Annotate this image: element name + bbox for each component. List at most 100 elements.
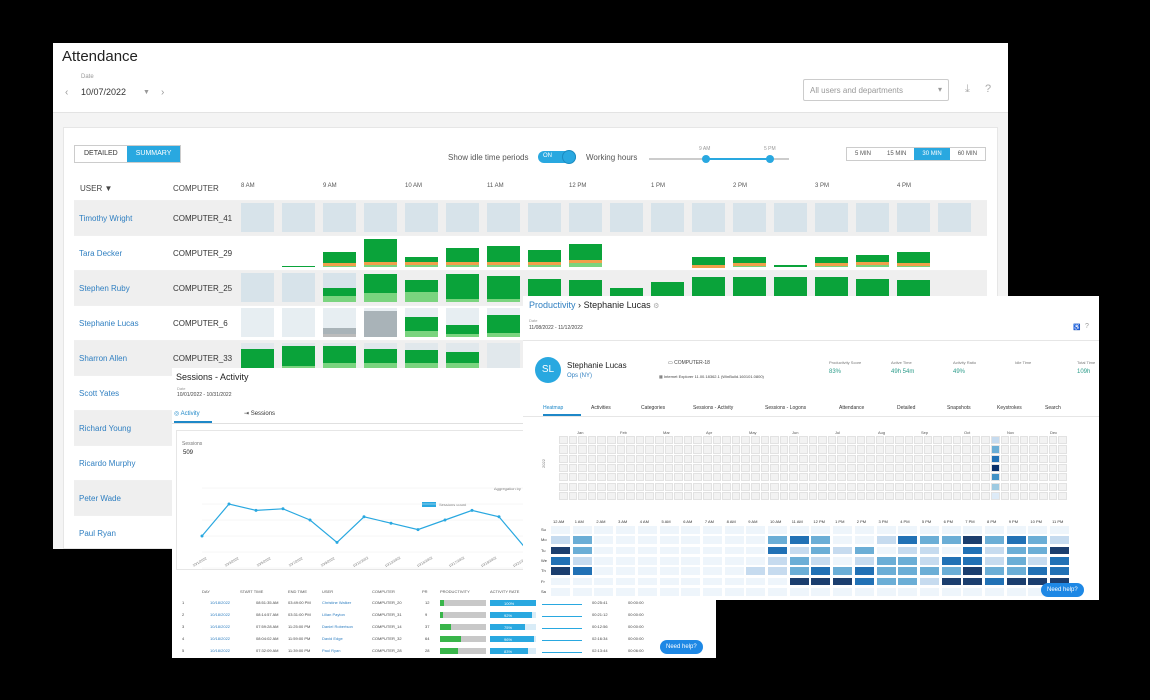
heat-cell[interactable] [991,473,1000,482]
hour-heat-cell[interactable] [918,545,940,556]
heat-cell[interactable] [760,454,770,463]
heat-cell[interactable] [981,473,990,482]
hour-heat-cell[interactable] [680,525,702,535]
heat-cell[interactable] [991,445,1000,454]
heat-cell[interactable] [712,473,722,482]
user-link[interactable]: Richard Young [79,424,132,433]
cell-user[interactable]: David Edge [322,636,343,641]
heat-cell[interactable] [655,454,664,463]
heat-cell[interactable] [971,491,981,501]
hour-heat-cell[interactable] [680,555,702,566]
heat-cell[interactable] [741,463,750,473]
heat-cell[interactable] [847,454,856,463]
heat-cell[interactable] [607,454,616,463]
heat-cell[interactable] [683,491,693,501]
hour-heat-cell[interactable] [788,535,810,546]
heat-cell[interactable] [904,445,914,454]
hour-heat-cell[interactable] [832,525,854,535]
hour-heat-cell[interactable] [1027,555,1049,566]
heat-cell[interactable] [971,463,981,473]
hour-heat-cell[interactable] [723,525,745,535]
heat-cell[interactable] [568,436,578,445]
aggregation-label[interactable]: Aggregation by [494,486,521,491]
hour-heat-cell[interactable] [745,545,767,556]
hour-heat-cell[interactable] [680,586,702,597]
heat-cell[interactable] [568,491,578,501]
heat-cell[interactable] [559,473,568,482]
user-link[interactable]: Ricardo Murphy [79,459,136,468]
hour-heat-cell[interactable] [853,566,875,576]
data-point[interactable] [497,515,501,519]
heat-cell[interactable] [1048,491,1058,501]
data-point[interactable] [281,507,285,511]
heat-cell[interactable] [885,436,894,445]
heat-cell[interactable] [683,463,693,473]
heat-cell[interactable] [943,445,952,454]
heat-cell[interactable] [875,482,885,491]
heat-cell[interactable] [1029,436,1038,445]
heat-cell[interactable] [818,445,827,454]
heat-cell[interactable] [741,436,750,445]
hour-heat-cell[interactable] [767,535,788,546]
heat-cell[interactable] [760,473,770,482]
heat-cell[interactable] [655,436,664,445]
hour-heat-cell[interactable] [745,555,767,566]
tab-keystrokes[interactable]: Keystrokes [997,405,1022,411]
hour-heat-cell[interactable] [723,555,745,566]
heat-cell[interactable] [760,482,770,491]
table-header[interactable]: USER [322,589,334,594]
heat-cell[interactable] [789,436,798,445]
slider-handle-end[interactable] [766,155,774,163]
hour-heat-cell[interactable] [636,576,658,587]
heat-cell[interactable] [760,491,770,501]
heat-cell[interactable] [635,491,645,501]
heat-cell[interactable] [808,482,818,491]
heat-cell[interactable] [587,463,597,473]
hour-heat-cell[interactable] [615,576,637,587]
user-link[interactable]: Stephanie Lucas [79,319,139,328]
heat-cell[interactable] [703,473,712,482]
hour-heat-cell[interactable] [615,545,637,556]
heat-cell[interactable] [731,463,741,473]
hour-heat-cell[interactable] [680,545,702,556]
heat-cell[interactable] [751,454,760,463]
heat-cell[interactable] [799,445,808,454]
heat-cell[interactable] [837,473,846,482]
heat-cell[interactable] [731,473,741,482]
user-link[interactable]: Stephen Ruby [79,284,130,293]
heat-cell[interactable] [1010,463,1019,473]
heat-cell[interactable] [943,482,952,491]
heat-cell[interactable] [933,482,942,491]
heat-cell[interactable] [904,491,914,501]
heat-cell[interactable] [1058,482,1067,491]
hour-heat-cell[interactable] [593,555,615,566]
hour-heat-cell[interactable] [767,576,788,587]
heat-cell[interactable] [578,436,587,445]
hour-heat-cell[interactable] [897,535,919,546]
heat-cell[interactable] [751,482,760,491]
hour-heat-cell[interactable] [767,586,788,597]
heat-cell[interactable] [597,445,606,454]
data-point[interactable] [335,540,339,544]
heat-cell[interactable] [683,436,693,445]
hour-heat-cell[interactable] [615,525,637,535]
hour-heat-cell[interactable] [1049,535,1071,546]
hour-heat-cell[interactable] [636,566,658,576]
hour-heat-cell[interactable] [593,576,615,587]
heat-cell[interactable] [770,491,779,501]
heat-cell[interactable] [559,436,568,445]
heat-cell[interactable] [952,445,962,454]
heat-cell[interactable] [981,463,990,473]
heat-cell[interactable] [923,473,933,482]
cell-user[interactable]: Paul Ryan [322,648,341,653]
heat-cell[interactable] [1019,454,1029,463]
heat-cell[interactable] [1048,436,1058,445]
heat-cell[interactable] [1019,436,1029,445]
heat-cell[interactable] [914,482,923,491]
heat-cell[interactable] [731,482,741,491]
heat-cell[interactable] [789,482,798,491]
heat-cell[interactable] [578,482,587,491]
table-header[interactable]: ACTIVITY RATE [490,589,520,594]
heat-cell[interactable] [616,491,626,501]
heat-cell[interactable] [943,491,952,501]
